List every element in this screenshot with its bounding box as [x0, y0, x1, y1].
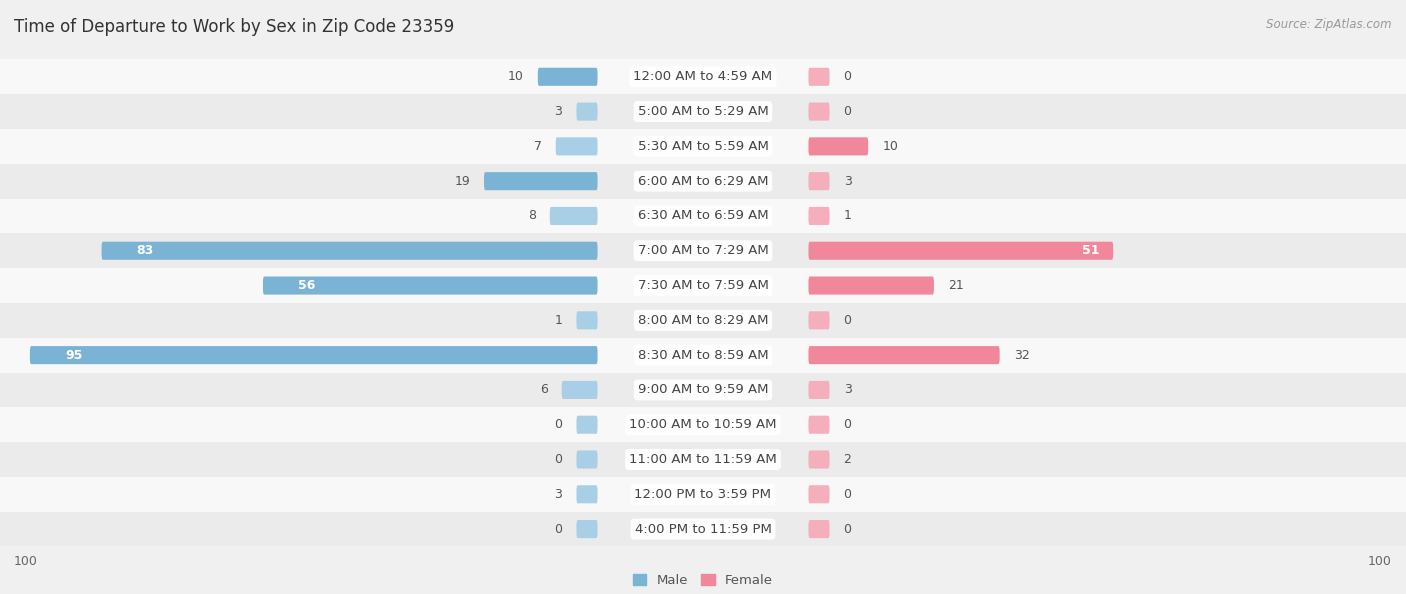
Text: 19: 19 — [454, 175, 470, 188]
Bar — [0, 164, 1406, 198]
Text: 5:00 AM to 5:29 AM: 5:00 AM to 5:29 AM — [638, 105, 768, 118]
FancyBboxPatch shape — [808, 207, 830, 225]
Text: 7: 7 — [534, 140, 541, 153]
Text: 3: 3 — [554, 105, 562, 118]
Text: 6:30 AM to 6:59 AM: 6:30 AM to 6:59 AM — [638, 210, 768, 223]
Text: 8:30 AM to 8:59 AM: 8:30 AM to 8:59 AM — [638, 349, 768, 362]
FancyBboxPatch shape — [484, 172, 598, 190]
FancyBboxPatch shape — [808, 381, 830, 399]
FancyBboxPatch shape — [263, 276, 598, 295]
Text: 10: 10 — [508, 70, 524, 83]
Text: 3: 3 — [554, 488, 562, 501]
FancyBboxPatch shape — [808, 68, 830, 86]
Text: 3: 3 — [844, 175, 852, 188]
Text: 2: 2 — [844, 453, 852, 466]
Text: 10:00 AM to 10:59 AM: 10:00 AM to 10:59 AM — [630, 418, 776, 431]
Text: 5:30 AM to 5:59 AM: 5:30 AM to 5:59 AM — [637, 140, 769, 153]
Text: 56: 56 — [298, 279, 315, 292]
Text: 7:00 AM to 7:29 AM: 7:00 AM to 7:29 AM — [638, 244, 768, 257]
Bar — [0, 59, 1406, 94]
Text: 0: 0 — [554, 523, 562, 536]
Text: 6: 6 — [540, 383, 547, 396]
Text: 8: 8 — [527, 210, 536, 223]
Text: 7:30 AM to 7:59 AM: 7:30 AM to 7:59 AM — [637, 279, 769, 292]
Text: 32: 32 — [1014, 349, 1029, 362]
Text: 100: 100 — [14, 555, 38, 568]
Text: 3: 3 — [844, 383, 852, 396]
FancyBboxPatch shape — [808, 242, 1114, 260]
FancyBboxPatch shape — [808, 520, 830, 538]
Bar — [0, 198, 1406, 233]
Legend: Male, Female: Male, Female — [633, 574, 773, 587]
Bar — [0, 129, 1406, 164]
Text: 8:00 AM to 8:29 AM: 8:00 AM to 8:29 AM — [638, 314, 768, 327]
Text: 0: 0 — [844, 488, 852, 501]
FancyBboxPatch shape — [576, 450, 598, 469]
Text: 0: 0 — [844, 418, 852, 431]
Text: 0: 0 — [844, 70, 852, 83]
FancyBboxPatch shape — [808, 137, 869, 156]
FancyBboxPatch shape — [808, 450, 830, 469]
Text: 95: 95 — [65, 349, 83, 362]
Bar — [0, 477, 1406, 511]
Text: 0: 0 — [554, 418, 562, 431]
FancyBboxPatch shape — [576, 311, 598, 330]
Text: 0: 0 — [554, 453, 562, 466]
FancyBboxPatch shape — [576, 485, 598, 503]
FancyBboxPatch shape — [808, 311, 830, 330]
Text: 1: 1 — [844, 210, 852, 223]
Text: Time of Departure to Work by Sex in Zip Code 23359: Time of Departure to Work by Sex in Zip … — [14, 18, 454, 36]
FancyBboxPatch shape — [555, 137, 598, 156]
Text: 51: 51 — [1081, 244, 1099, 257]
Text: 0: 0 — [844, 314, 852, 327]
Text: 1: 1 — [554, 314, 562, 327]
Bar — [0, 407, 1406, 442]
Bar — [0, 94, 1406, 129]
Text: 9:00 AM to 9:59 AM: 9:00 AM to 9:59 AM — [638, 383, 768, 396]
FancyBboxPatch shape — [101, 242, 598, 260]
Bar — [0, 233, 1406, 268]
Text: 6:00 AM to 6:29 AM: 6:00 AM to 6:29 AM — [638, 175, 768, 188]
FancyBboxPatch shape — [550, 207, 598, 225]
Bar — [0, 303, 1406, 338]
Text: 0: 0 — [844, 105, 852, 118]
FancyBboxPatch shape — [808, 485, 830, 503]
FancyBboxPatch shape — [576, 103, 598, 121]
Text: 10: 10 — [883, 140, 898, 153]
FancyBboxPatch shape — [576, 416, 598, 434]
FancyBboxPatch shape — [808, 346, 1000, 364]
FancyBboxPatch shape — [562, 381, 598, 399]
Text: 21: 21 — [948, 279, 963, 292]
FancyBboxPatch shape — [808, 172, 830, 190]
Text: 100: 100 — [1368, 555, 1392, 568]
FancyBboxPatch shape — [808, 276, 934, 295]
Bar — [0, 511, 1406, 546]
FancyBboxPatch shape — [808, 103, 830, 121]
FancyBboxPatch shape — [537, 68, 598, 86]
Text: Source: ZipAtlas.com: Source: ZipAtlas.com — [1267, 18, 1392, 31]
FancyBboxPatch shape — [576, 520, 598, 538]
Text: 4:00 PM to 11:59 PM: 4:00 PM to 11:59 PM — [634, 523, 772, 536]
Bar — [0, 372, 1406, 407]
Text: 12:00 PM to 3:59 PM: 12:00 PM to 3:59 PM — [634, 488, 772, 501]
FancyBboxPatch shape — [30, 346, 598, 364]
Bar — [0, 268, 1406, 303]
Text: 83: 83 — [136, 244, 155, 257]
Text: 11:00 AM to 11:59 AM: 11:00 AM to 11:59 AM — [628, 453, 778, 466]
Text: 0: 0 — [844, 523, 852, 536]
Text: 12:00 AM to 4:59 AM: 12:00 AM to 4:59 AM — [634, 70, 772, 83]
Bar — [0, 442, 1406, 477]
Bar — [0, 338, 1406, 372]
FancyBboxPatch shape — [808, 416, 830, 434]
